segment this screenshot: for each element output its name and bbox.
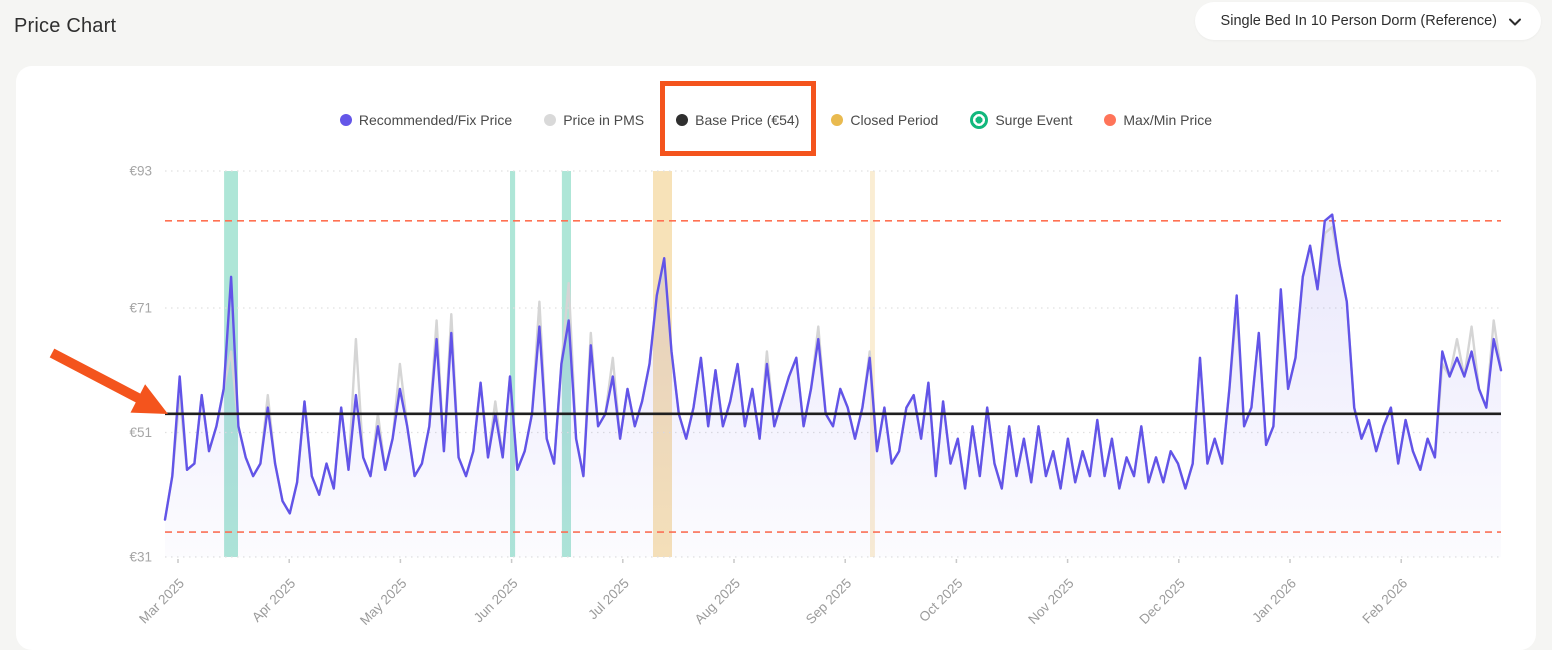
legend-item-base-price[interactable]: Base Price (€54) xyxy=(660,81,817,156)
max-min-price-icon xyxy=(1104,114,1117,126)
x-axis-label: Dec 2025 xyxy=(1136,576,1187,627)
recommended-area xyxy=(165,214,1501,557)
legend-label-max-min-price: Max/Min Price xyxy=(1123,112,1213,128)
room-type-select[interactable]: Single Bed In 10 Person Dorm (Reference) xyxy=(1194,2,1541,40)
x-axis-label: Jul 2025 xyxy=(585,576,632,623)
legend-label-closed-period: Closed Period xyxy=(850,112,939,128)
chart-legend: Recommended/Fix Price Price in PMS Base Pr… xyxy=(16,81,1536,156)
closed-band xyxy=(870,171,875,557)
closed-period-icon xyxy=(831,114,844,126)
price-chart-plot: €93 €71 €51 €31 Mar 2025 Apr 2025 May 2025 Jun … xyxy=(129,164,1503,629)
recommended-price-line xyxy=(163,213,1503,521)
legend-label-surge-event: Surge Event xyxy=(995,112,1073,128)
page-title: Price Chart xyxy=(14,15,117,37)
legend-item-closed-period[interactable]: Closed Period xyxy=(831,112,938,128)
surge-band xyxy=(510,171,516,557)
y-axis-label: €51 xyxy=(129,425,152,440)
legend-label-base-price: Base Price (€54) xyxy=(695,112,800,128)
y-axis-label: €71 xyxy=(129,301,152,316)
x-axis-label: Oct 2025 xyxy=(916,576,965,625)
legend-item-max-min-price[interactable]: Max/Min Price xyxy=(1104,112,1212,128)
legend-label-recommended-fix-price: Recommended/Fix Price xyxy=(358,112,513,128)
y-axis-label: €31 xyxy=(129,550,152,565)
x-axis-label: Jun 2025 xyxy=(471,576,521,626)
y-axis-label: €93 xyxy=(129,164,152,179)
legend-item-recommended-fix-price[interactable]: Recommended/Fix Price xyxy=(339,112,513,128)
x-axis-label: Jan 2026 xyxy=(1249,576,1299,626)
legend-item-surge-event[interactable]: Surge Event xyxy=(970,111,1072,129)
price-in-pms-icon xyxy=(544,114,557,126)
legend-label-price-in-pms: Price in PMS xyxy=(563,112,645,128)
x-axis-label: Feb 2026 xyxy=(1359,576,1410,627)
x-axis-label: Aug 2025 xyxy=(692,576,743,627)
x-axis-label: Sep 2025 xyxy=(803,576,854,627)
x-axis-label: Nov 2025 xyxy=(1025,576,1076,627)
chevron-down-icon xyxy=(1509,18,1521,26)
base-price-icon xyxy=(676,114,689,126)
price-chart-card: Recommended/Fix Price Price in PMS Base Pr… xyxy=(16,66,1536,650)
room-type-select-value: Single Bed In 10 Person Dorm (Reference) xyxy=(1220,13,1497,29)
recommended-fix-price-icon xyxy=(339,114,352,126)
legend-item-price-in-pms[interactable]: Price in PMS xyxy=(544,112,644,128)
surge-event-icon xyxy=(970,111,989,129)
x-axis-label: Mar 2025 xyxy=(136,576,187,627)
x-axis-label: May 2025 xyxy=(357,576,410,629)
x-axis-label: Apr 2025 xyxy=(249,576,298,625)
